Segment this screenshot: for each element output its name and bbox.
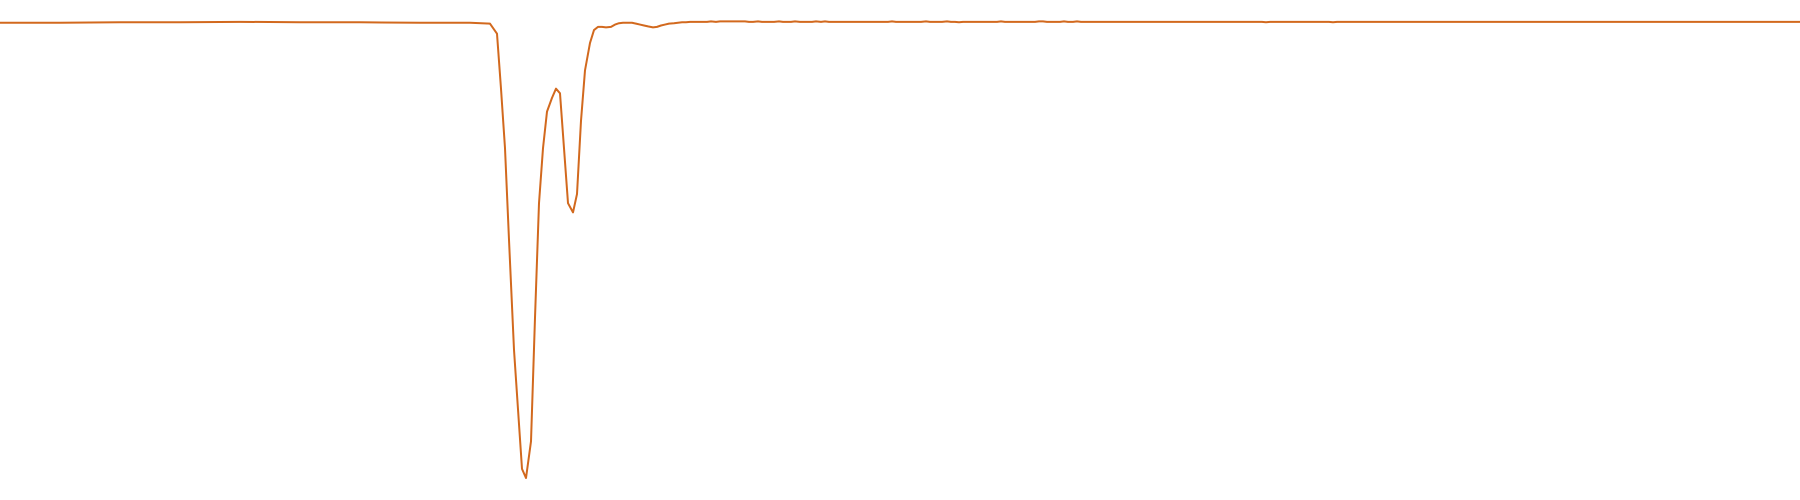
spectrum-series-line-1 — [0, 20, 1800, 479]
spectrum-series-group — [0, 20, 1800, 479]
